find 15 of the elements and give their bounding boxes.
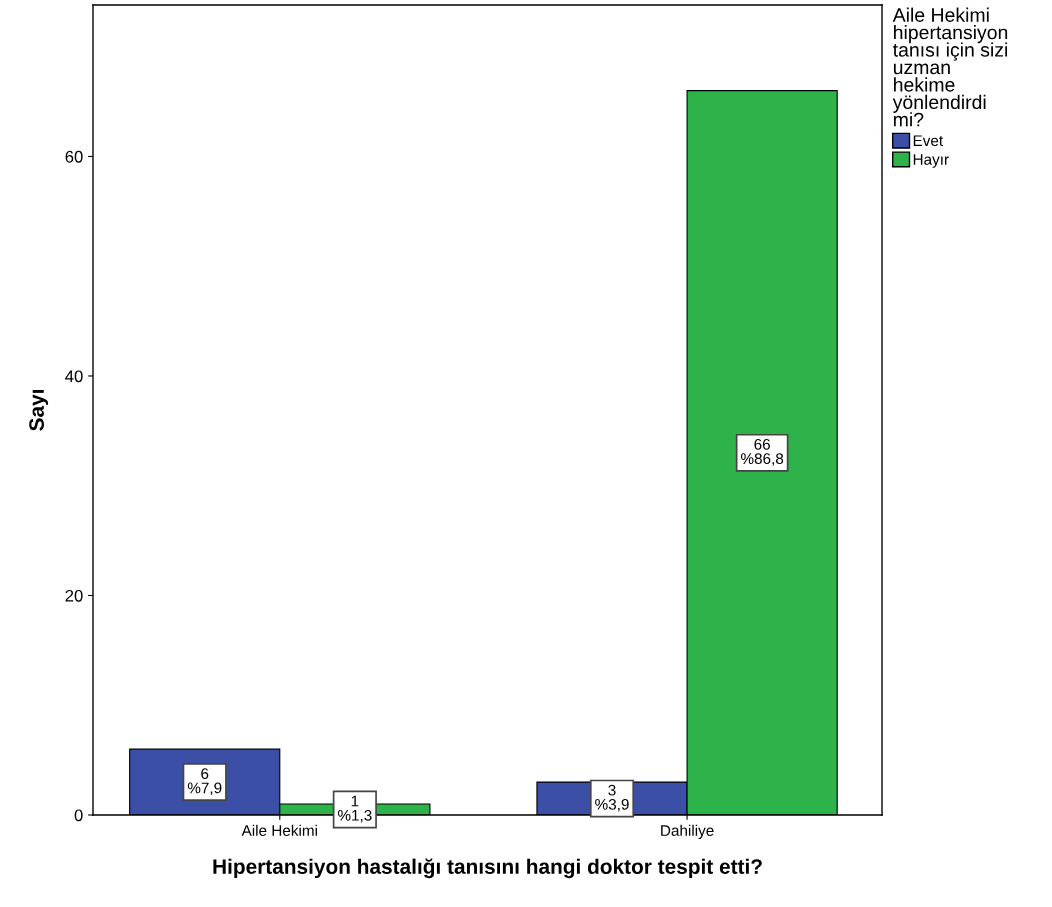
legend-label: Hayır (913, 154, 949, 168)
y-axis-title: Sayı (29, 390, 49, 431)
x-tick-label: Dahiliye (661, 824, 714, 839)
x-axis-title: Hipertansiyon hastalığı tanısını hangi doktor tespit etti? (213, 858, 762, 879)
y-tick-label: 20 (65, 589, 83, 602)
y-tick-label: 60 (65, 150, 83, 163)
y-tick-label: 40 (65, 370, 83, 383)
legend-label: Evet (913, 135, 944, 147)
data-label: 1 %1,3 (337, 795, 372, 823)
legend-title: Aile Hekimi hipertansiyon tanısı için sizi uzman hekime yönlendirdi mi? (892, 7, 1008, 127)
data-label: 66 %86,8 (741, 438, 784, 466)
y-tick-label: 0 (74, 809, 83, 822)
data-label: 3 %3,9 (595, 784, 629, 812)
x-tick-label: Aile Hekimi (241, 824, 317, 836)
data-label: 6 %7,9 (187, 768, 222, 796)
